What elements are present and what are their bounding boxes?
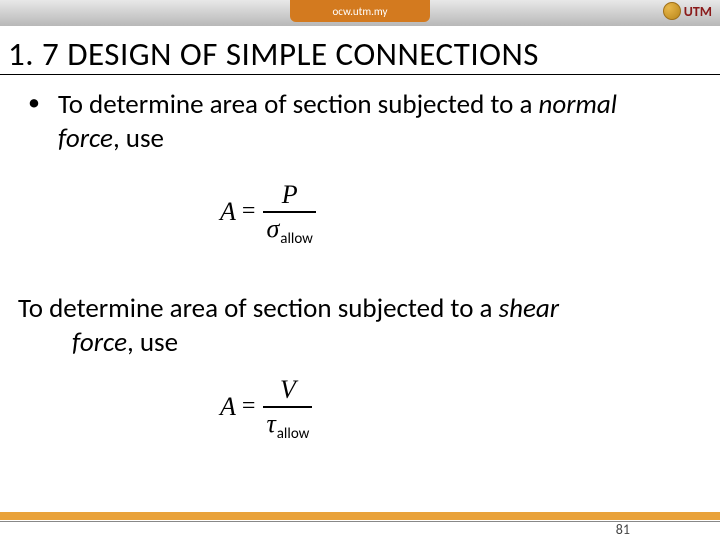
formula-eq: = (242, 198, 256, 225)
formula-numerator: P (278, 180, 302, 211)
formula-lhs: A (220, 392, 236, 422)
para2-post: , use (127, 326, 178, 359)
denom-symbol: σ (266, 214, 279, 244)
bullet-text-pre: To determine area of section subjected t… (58, 88, 539, 121)
logo-seal-icon (663, 2, 681, 20)
denom-symbol: τ (266, 409, 275, 439)
slide: ocw.utm.my UTM 1. 7 DESIGN OF SIMPLE CON… (0, 0, 720, 540)
bullet-dot-icon: • (28, 88, 40, 118)
formula-fraction: V τallow (263, 375, 312, 439)
bullet-text: To determine area of section subjected t… (58, 88, 678, 156)
paragraph-shear: To determine area of section subjected t… (18, 292, 559, 360)
para2-pre: To determine area of section subjected t… (18, 292, 499, 325)
logo: UTM (663, 2, 712, 20)
denom-subscript: allow (280, 230, 313, 248)
bullet-text-post: , use (113, 122, 164, 155)
para2-italic1: shear (499, 292, 559, 325)
title-underline (0, 74, 720, 75)
formula-lhs: A (220, 197, 236, 227)
topbar-tab-text: ocw.utm.my (333, 5, 388, 18)
formula-normal: A = P σallow (220, 180, 316, 244)
formula-denominator: τallow (263, 408, 312, 439)
formula-numerator: V (276, 375, 300, 406)
formula-shear: A = V τallow (220, 375, 312, 439)
footer-accent-bar (0, 512, 720, 520)
topbar-tab: ocw.utm.my (290, 0, 430, 22)
topbar: ocw.utm.my UTM (0, 0, 720, 26)
formula-eq: = (242, 393, 256, 420)
page-title: 1. 7 DESIGN OF SIMPLE CONNECTIONS (8, 34, 539, 74)
bullet-item: • To determine area of section subjected… (28, 88, 678, 156)
denom-subscript: allow (277, 425, 310, 443)
formula-fraction: P σallow (263, 180, 315, 244)
para2-line2: force, use (18, 326, 559, 360)
logo-text: UTM (684, 3, 712, 20)
formula-denominator: σallow (263, 213, 315, 244)
para2-italic2: force (72, 326, 127, 359)
page-number: 81 (616, 521, 630, 538)
footer-line (0, 521, 720, 522)
